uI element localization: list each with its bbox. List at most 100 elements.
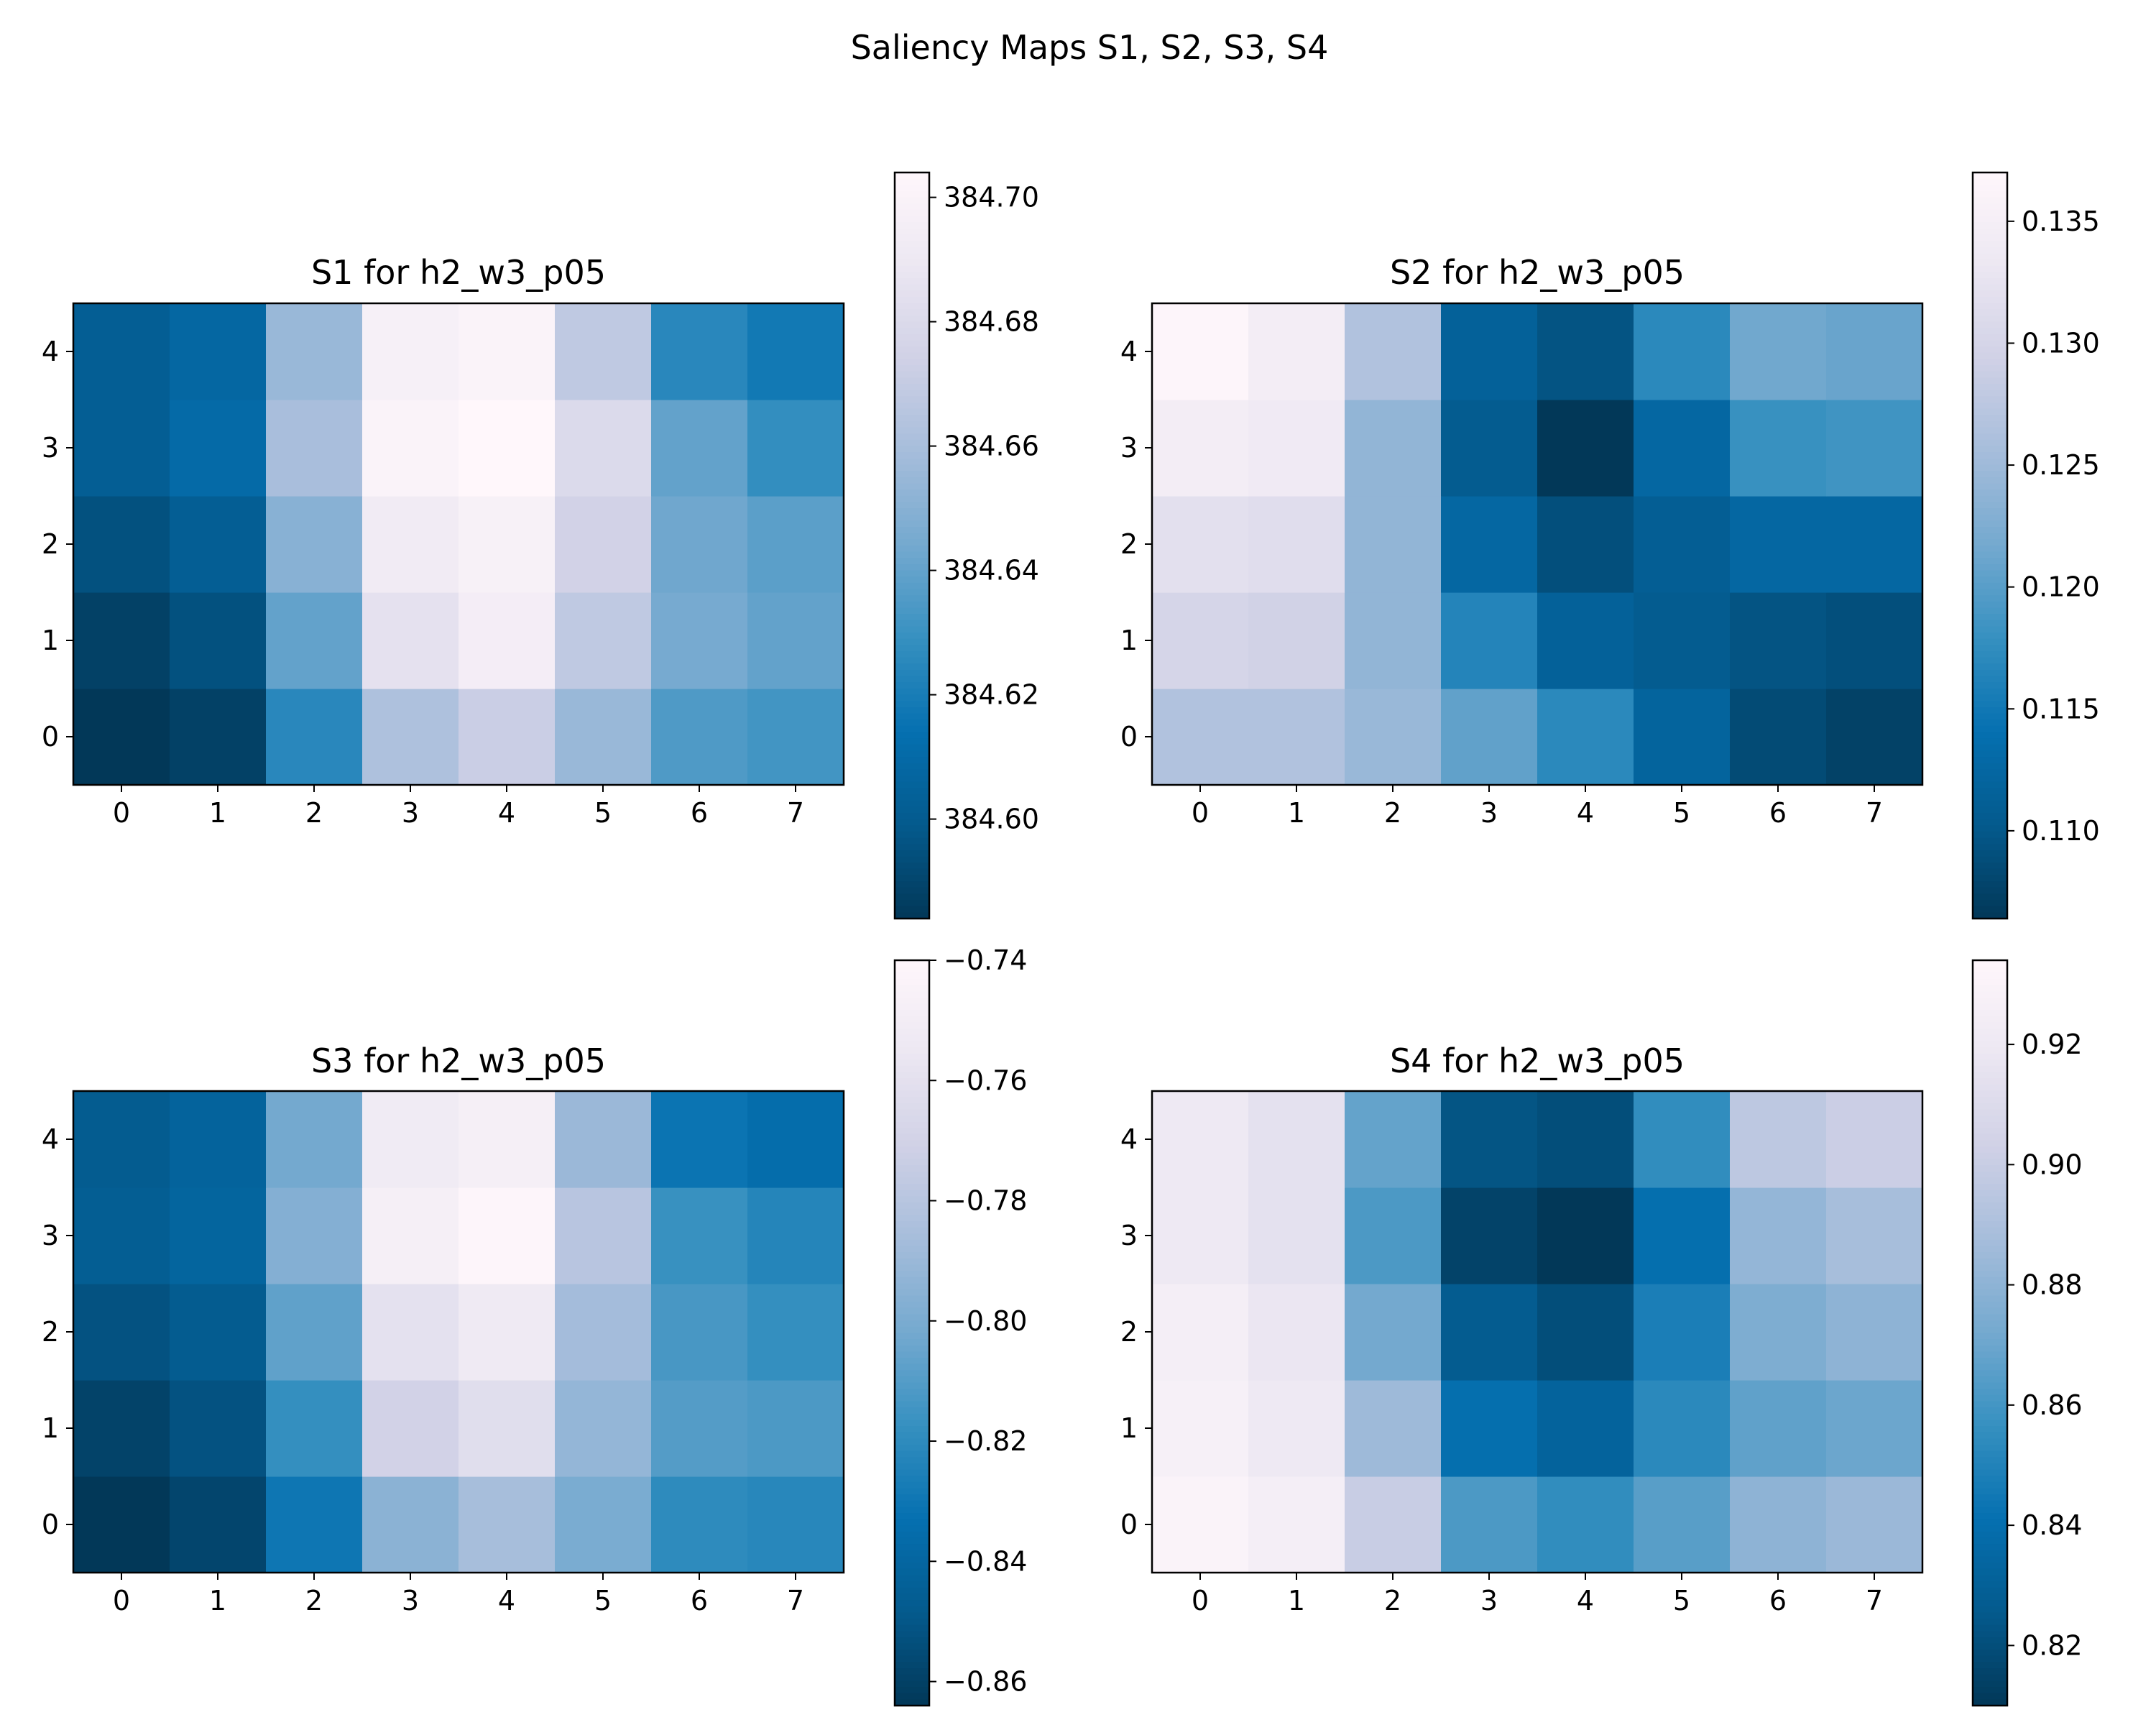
y-tick-label: 1	[1120, 1412, 1138, 1444]
colorbar-segment	[895, 1426, 929, 1433]
heatmap-cell	[651, 592, 748, 689]
colorbar-segment	[1973, 458, 2007, 466]
colorbar-segment	[1973, 1450, 2007, 1458]
colorbar-segment	[1973, 651, 2007, 658]
colorbar-segment	[1973, 972, 2007, 980]
colorbar-segment	[1973, 222, 2007, 229]
heatmap-cell	[1730, 1187, 1827, 1284]
colorbar-segment	[895, 1438, 929, 1445]
colorbar-segment	[1973, 1016, 2007, 1024]
colorbar-tick-label: 0.110	[2022, 815, 2100, 847]
colorbar-segment	[1973, 309, 2007, 316]
colorbar-segment	[895, 396, 929, 403]
colorbar-segment	[1973, 1109, 2007, 1116]
colorbar-segment	[895, 1550, 929, 1558]
colorbar-segment	[1973, 1046, 2007, 1054]
heatmap-cell	[747, 496, 844, 593]
colorbar-segment	[895, 1084, 929, 1092]
heatmap-cell	[1634, 1187, 1731, 1284]
colorbar-segment	[895, 1010, 929, 1017]
x-tick-label: 2	[305, 797, 323, 829]
colorbar-segment	[1973, 1370, 2007, 1377]
colorbar-segment	[1973, 1215, 2007, 1222]
colorbar-tick-label: −0.82	[944, 1425, 1027, 1457]
colorbar-segment	[895, 178, 929, 186]
colorbar-segment	[895, 1563, 929, 1570]
colorbar-segment	[1973, 991, 2007, 998]
colorbar-segment	[1973, 1631, 2007, 1638]
colorbar-segment	[895, 527, 929, 534]
colorbar-segment	[1973, 1345, 2007, 1353]
colorbar-segment	[1973, 539, 2007, 546]
heatmap-cell	[73, 689, 170, 786]
colorbar-segment	[895, 912, 929, 919]
colorbar-segment	[1973, 1146, 2007, 1154]
heatmap-cell	[1345, 1284, 1442, 1381]
colorbar-segment	[1973, 514, 2007, 522]
heatmap-cell	[1634, 1476, 1731, 1573]
colorbar-segment	[895, 172, 929, 180]
colorbar-segment	[1973, 688, 2007, 696]
y-tick-label: 0	[1120, 721, 1138, 753]
heatmap-cell	[1730, 400, 1827, 497]
heatmap-cell	[73, 496, 170, 593]
heatmap-cell	[1537, 303, 1634, 400]
colorbar-segment	[1973, 1295, 2007, 1303]
colorbar-segment	[1973, 1128, 2007, 1135]
colorbar-segment	[1973, 1283, 2007, 1290]
colorbar-segment	[1973, 1003, 2007, 1011]
colorbar-segment	[1973, 1537, 2007, 1545]
colorbar-segment	[1973, 1619, 2007, 1626]
colorbar-segment	[1973, 1208, 2007, 1216]
colorbar-segment	[895, 819, 929, 827]
colorbar-segment	[1973, 1116, 2007, 1123]
heatmap-cell	[266, 496, 363, 593]
colorbar-segment	[1973, 390, 2007, 397]
colorbar-segment	[895, 1302, 929, 1309]
colorbar-segment	[895, 415, 929, 422]
colorbar-segment	[895, 825, 929, 832]
figure-title: Saliency Maps S1, S2, S3, S4	[851, 28, 1329, 67]
heatmap-cell	[1345, 592, 1442, 689]
colorbar-segment	[895, 1159, 929, 1166]
heatmap-cell	[1345, 1380, 1442, 1477]
colorbar-frame	[893, 171, 931, 920]
heatmap-cell	[362, 1284, 459, 1381]
y-tick-label: 0	[42, 721, 59, 753]
colorbar-segment	[895, 1476, 929, 1483]
x-tick-label: 1	[209, 797, 226, 829]
heatmap-cell	[1537, 1284, 1634, 1381]
heatmap-cell	[651, 1187, 748, 1284]
colorbar-segment	[895, 514, 929, 522]
colorbar-segment	[1973, 415, 2007, 422]
colorbar-segment	[1973, 1544, 2007, 1551]
colorbar-segment	[895, 837, 929, 845]
heatmap-cell	[266, 592, 363, 689]
colorbar-segment	[1973, 1171, 2007, 1179]
colorbar-segment	[895, 670, 929, 677]
colorbar-segment	[1973, 906, 2007, 914]
colorbar-segment	[1973, 1612, 2007, 1619]
colorbar-segment	[895, 1220, 929, 1228]
colorbar-segment	[895, 1668, 929, 1675]
heatmap-cell	[1730, 1284, 1827, 1381]
colorbar-segment	[1973, 1326, 2007, 1334]
colorbar-segment	[895, 253, 929, 260]
heatmap-cell	[651, 1284, 748, 1381]
colorbar-segment	[895, 985, 929, 993]
heatmap-cell	[1826, 1187, 1923, 1284]
colorbar-segment	[895, 701, 929, 708]
colorbar-segment	[1973, 1041, 2007, 1048]
colorbar-segment	[1973, 1506, 2007, 1514]
colorbar-segment	[895, 1320, 929, 1328]
colorbar-segment	[1973, 960, 2007, 967]
colorbar-segment	[895, 682, 929, 689]
heatmap-cell	[1441, 400, 1538, 497]
colorbar-segment	[895, 1065, 929, 1073]
colorbar-segment	[895, 533, 929, 540]
heatmap-cell	[1730, 303, 1827, 400]
colorbar-segment	[1973, 209, 2007, 217]
x-tick-label: 2	[1384, 1585, 1401, 1616]
colorbar-segment	[1973, 1699, 2007, 1706]
